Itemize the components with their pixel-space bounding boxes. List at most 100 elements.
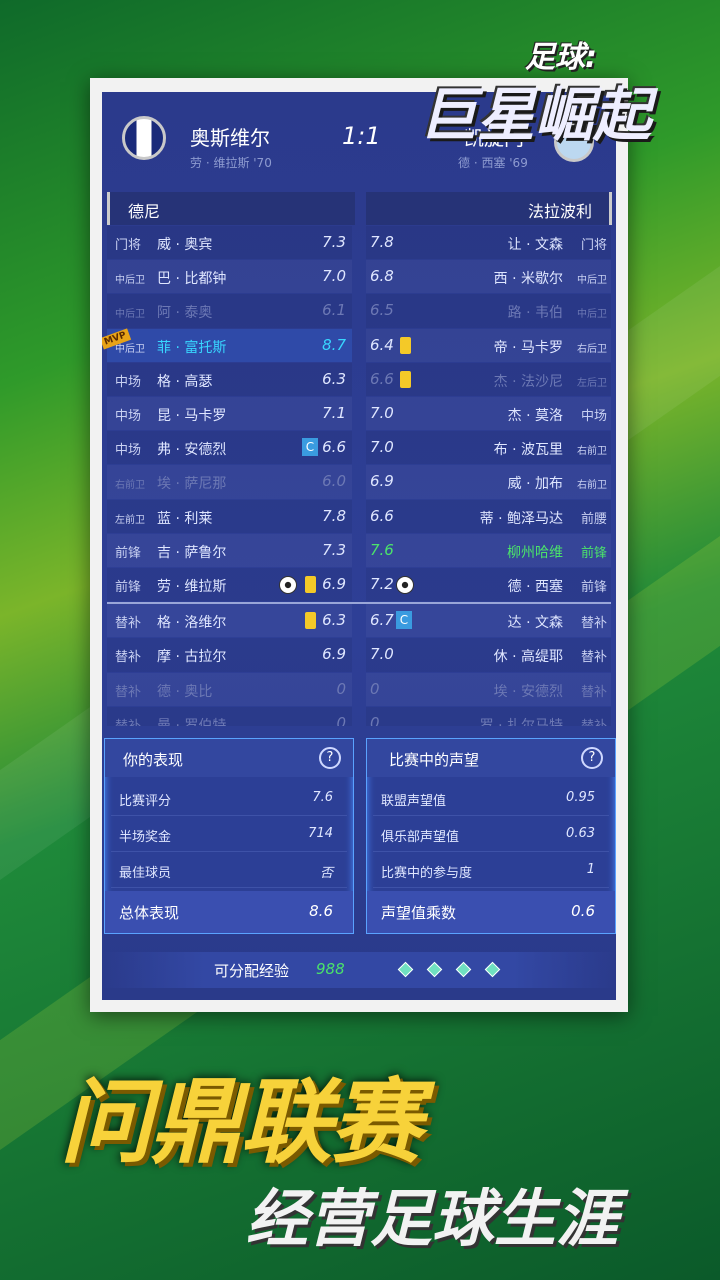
position: 左前卫 bbox=[115, 514, 145, 526]
yellow-card bbox=[305, 576, 316, 593]
player-row: 0 埃 · 安德烈 替补 bbox=[366, 672, 611, 706]
player-name: 威 · 加布 bbox=[507, 476, 563, 493]
stat-value: 0.95 bbox=[566, 790, 595, 805]
total-label: 声望值乘数 bbox=[381, 904, 457, 922]
player-row: 替补德 · 奥比 0 bbox=[107, 672, 352, 706]
home-team-bar bbox=[107, 192, 355, 225]
position: 右前卫 bbox=[115, 480, 145, 492]
rating: 0 bbox=[336, 679, 346, 698]
total-value: 0.6 bbox=[571, 902, 595, 920]
rating: 6.6 bbox=[370, 506, 394, 525]
position: 中后卫 bbox=[577, 275, 607, 287]
rating: 6.4 bbox=[370, 335, 394, 354]
rating: 6.6 bbox=[322, 438, 346, 457]
captain-badge: C bbox=[302, 438, 318, 457]
player-row: 7.0 布 · 波瓦里 右前卫 bbox=[366, 431, 611, 465]
player-name: 杰 · 莫洛 bbox=[507, 408, 563, 424]
player-row: 右前卫埃 · 萨尼那 6.0 bbox=[107, 465, 352, 499]
away-name: 凯旋门 bbox=[464, 126, 524, 150]
player-name: 帝 · 马卡罗 bbox=[493, 339, 563, 356]
player-name: 巴 · 比都钟 bbox=[157, 271, 227, 288]
player-row: 0 罗 · 扎尔马特 替补 bbox=[366, 706, 611, 726]
player-name: 休 · 高缇耶 bbox=[493, 649, 563, 666]
player-name: 吉 · 萨鲁尔 bbox=[157, 544, 227, 561]
player-row: 中场昆 · 马卡罗 7.1 bbox=[107, 397, 352, 431]
player-row: 门将威 · 奥宾 7.3 bbox=[107, 226, 352, 260]
exp-bar bbox=[102, 952, 616, 988]
position: 替补 bbox=[580, 684, 607, 700]
player-row: 前锋劳 · 维拉斯 6.9 bbox=[107, 568, 352, 602]
position: 前锋 bbox=[115, 580, 142, 595]
position: 前锋 bbox=[580, 580, 607, 595]
position: 替补 bbox=[115, 684, 142, 700]
player-name: 埃 · 安德烈 bbox=[493, 683, 563, 700]
position: 前锋 bbox=[580, 545, 607, 561]
player-name: 摩 · 古拉尔 bbox=[157, 649, 227, 666]
position: 替补 bbox=[580, 616, 607, 632]
bench-divider bbox=[107, 602, 611, 605]
away-team-bar bbox=[366, 192, 612, 225]
player-row: 7.6 柳州哈维 前锋 bbox=[366, 533, 611, 567]
help-button[interactable]: ? bbox=[319, 747, 341, 769]
player-row: 左前卫蓝 · 利莱 7.8 bbox=[107, 499, 352, 533]
rating: 7.6 bbox=[370, 540, 394, 559]
position: 前锋 bbox=[115, 545, 142, 561]
player-row: 7.0 休 · 高缇耶 替补 bbox=[366, 638, 611, 672]
position: 前腰 bbox=[580, 511, 607, 527]
player-row: 中场格 · 高瑟 6.3 bbox=[107, 362, 352, 396]
player-name: 阿 · 泰奥 bbox=[157, 305, 213, 322]
position: 中后卫 bbox=[115, 309, 145, 321]
player-name: 埃 · 萨尼那 bbox=[157, 476, 227, 493]
position: 右后卫 bbox=[577, 343, 607, 355]
player-name: 西 · 米歇尔 bbox=[493, 271, 563, 288]
position: 替补 bbox=[581, 715, 607, 726]
player-name: 罗 · 扎尔马特 bbox=[479, 717, 563, 726]
away-crest bbox=[554, 122, 594, 162]
rating: 8.7 bbox=[322, 335, 346, 354]
player-name: 弗 · 安德烈 bbox=[157, 442, 227, 459]
rating: 7.0 bbox=[370, 404, 394, 422]
stats-box: 比赛中的声望? 联盟声望值 0.95 俱乐部声望值 0.63 比赛中的参与度 1 声望值乘数 0… bbox=[366, 738, 616, 934]
rating: 6.0 bbox=[322, 472, 346, 491]
stats-row: 比赛评分 7.6 bbox=[111, 781, 347, 816]
yellow-card bbox=[400, 370, 411, 388]
player-name: 威 · 奥宾 bbox=[157, 237, 213, 253]
player-row: 6.9 威 · 加布 右前卫 bbox=[366, 465, 611, 499]
player-name: 让 · 文森 bbox=[507, 237, 563, 253]
stats-header bbox=[367, 739, 615, 777]
rating: 7.3 bbox=[322, 540, 346, 559]
stat-label: 俱乐部声望值 bbox=[381, 830, 460, 845]
player-name: 昆 · 马卡罗 bbox=[157, 408, 227, 424]
stats-total: 声望值乘数 0.6 bbox=[367, 891, 615, 933]
yellow-card bbox=[400, 336, 411, 354]
rating: 0 bbox=[370, 679, 380, 698]
help-button[interactable]: ? bbox=[581, 747, 603, 769]
home-crest bbox=[122, 116, 166, 160]
rating: 7.0 bbox=[370, 438, 394, 457]
home-scorer: 劳 · 维拉斯 '70 bbox=[190, 156, 272, 170]
logo-line2: 巨星崛起 bbox=[419, 81, 652, 149]
rating: 7.8 bbox=[370, 233, 394, 251]
stat-label: 比赛中的参与度 bbox=[381, 866, 473, 881]
stat-label: 最佳球员 bbox=[119, 866, 172, 881]
rating: 0 bbox=[336, 713, 346, 726]
score: 1:1 bbox=[342, 122, 381, 150]
stats-row: 比赛中的参与度 1 bbox=[373, 853, 609, 888]
player-row: 替补格 · 洛维尔 6.3 bbox=[107, 604, 352, 638]
player-name: 菲 · 富托斯 bbox=[157, 339, 227, 356]
stat-label: 半场奖金 bbox=[119, 830, 172, 845]
position: 右前卫 bbox=[577, 480, 607, 492]
position: 中后卫 bbox=[577, 309, 607, 321]
rating: 6.6 bbox=[370, 369, 394, 388]
player-row: 中后卫阿 · 泰奥 6.1 bbox=[107, 294, 352, 328]
player-name: 杰 · 法沙尼 bbox=[493, 373, 563, 390]
player-name: 达 · 文森 bbox=[507, 615, 563, 632]
player-name: 格 · 洛维尔 bbox=[157, 615, 227, 632]
away-team-name: 法拉波利 bbox=[527, 202, 592, 221]
player-row: 替补摩 · 古拉尔 6.9 bbox=[107, 638, 352, 672]
stats-row: 半场奖金 714 bbox=[111, 817, 347, 852]
player-name: 布 · 波瓦里 bbox=[493, 442, 563, 459]
total-label: 总体表现 bbox=[119, 904, 180, 922]
rating: 6.9 bbox=[322, 575, 346, 593]
rating: 6.8 bbox=[370, 267, 394, 286]
